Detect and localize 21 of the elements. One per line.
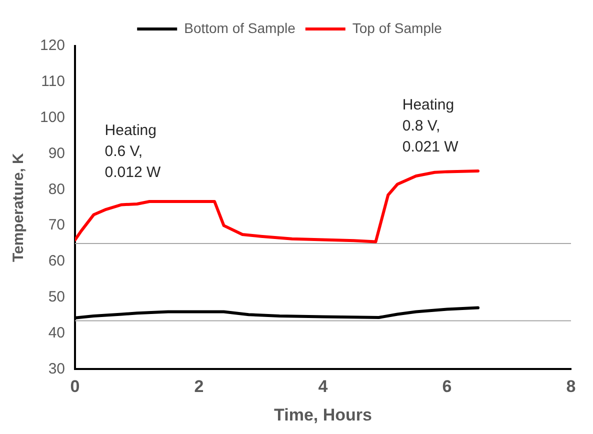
y-tick-label: 120 xyxy=(40,37,66,54)
y-tick-label: 110 xyxy=(41,73,66,90)
y-axis-title: Temperature, K xyxy=(10,152,28,262)
x-tick-label: 2 xyxy=(194,377,204,396)
legend-label: Bottom of Sample xyxy=(184,20,296,36)
y-tick-label: 70 xyxy=(48,216,66,234)
annotation: Heating 0.6 V, 0.012 W xyxy=(104,122,162,182)
x-axis-title: Time, Hours xyxy=(274,405,372,424)
y-tick-label: 100 xyxy=(40,108,66,126)
y-tick-label: 50 xyxy=(48,288,66,306)
y-tick-label: 90 xyxy=(48,144,66,162)
y-tick-label: 30 xyxy=(48,360,66,378)
x-tick-label: 0 xyxy=(70,377,80,396)
x-tick-label: 8 xyxy=(566,377,576,396)
x-tick-label: 4 xyxy=(318,377,328,396)
annotation: Heating 0.8 V, 0.021 W xyxy=(402,96,460,156)
y-tick-label: 80 xyxy=(48,180,66,198)
y-tick-label: 40 xyxy=(48,324,66,342)
x-tick-label: 6 xyxy=(442,377,452,396)
y-tick-label: 60 xyxy=(48,252,66,270)
legend-label: Top of Sample xyxy=(352,20,442,36)
